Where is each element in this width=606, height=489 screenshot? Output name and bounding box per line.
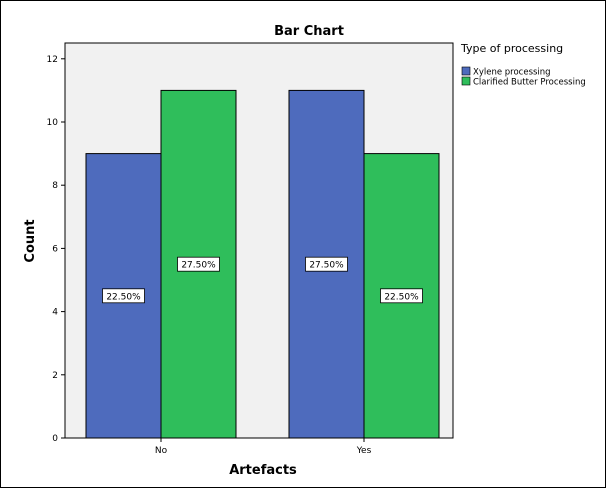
data-label-box (305, 256, 348, 272)
legend-swatch (461, 76, 471, 86)
legend-label: Xylene processing (473, 68, 551, 78)
data-label: 27.50% (309, 261, 344, 271)
data-label: 22.50% (384, 292, 419, 302)
y-tick-label: 4 (52, 308, 58, 318)
legend: Type of processing Xylene processingClar… (460, 42, 586, 88)
legend-swatch (461, 66, 471, 76)
x-axis: No Yes (155, 438, 372, 456)
y-tick-label: 0 (52, 434, 58, 444)
x-axis-title: Artefacts (229, 463, 297, 478)
data-label-box (177, 256, 220, 272)
y-tick-label: 6 (52, 244, 58, 254)
data-labels-layer: 22.50% 27.50% 27.50% 22.50% (102, 256, 423, 304)
y-tick-label: 8 (52, 181, 58, 191)
y-tick-label: 10 (47, 118, 59, 128)
chart-title: Bar Chart (274, 24, 344, 39)
y-tick-label: 2 (52, 371, 58, 381)
y-axis-title: Count (23, 219, 38, 262)
x-tick-label: No (155, 446, 168, 456)
data-label-box (102, 288, 145, 304)
data-label-box (380, 288, 423, 304)
data-label: 22.50% (106, 292, 141, 302)
y-axis: 0 2 4 6 8 10 12 (47, 55, 65, 444)
y-tick-label: 12 (47, 55, 58, 65)
data-label: 27.50% (181, 261, 216, 271)
x-tick-label: Yes (356, 446, 372, 456)
legend-title: Type of processing (460, 42, 563, 55)
legend-label: Clarified Butter Processing (473, 78, 586, 88)
